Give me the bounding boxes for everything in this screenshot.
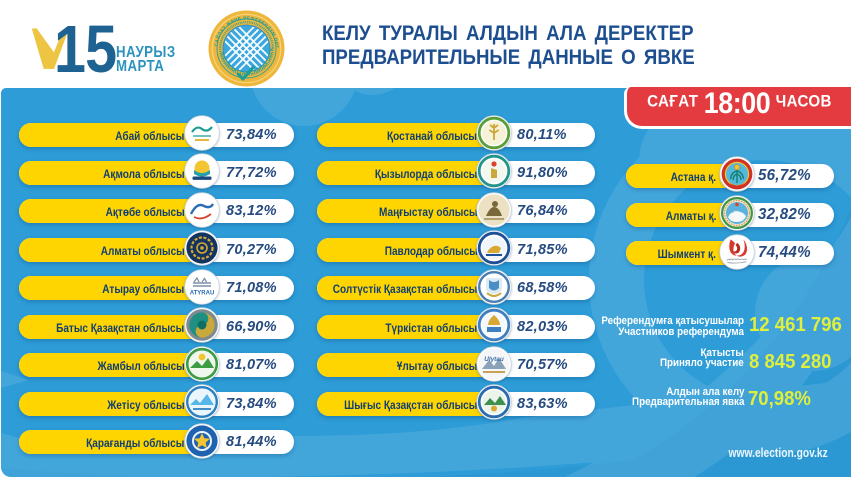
svg-text:Ulytau: Ulytau (484, 356, 504, 363)
svg-text:ATYRAU: ATYRAU (190, 290, 215, 296)
